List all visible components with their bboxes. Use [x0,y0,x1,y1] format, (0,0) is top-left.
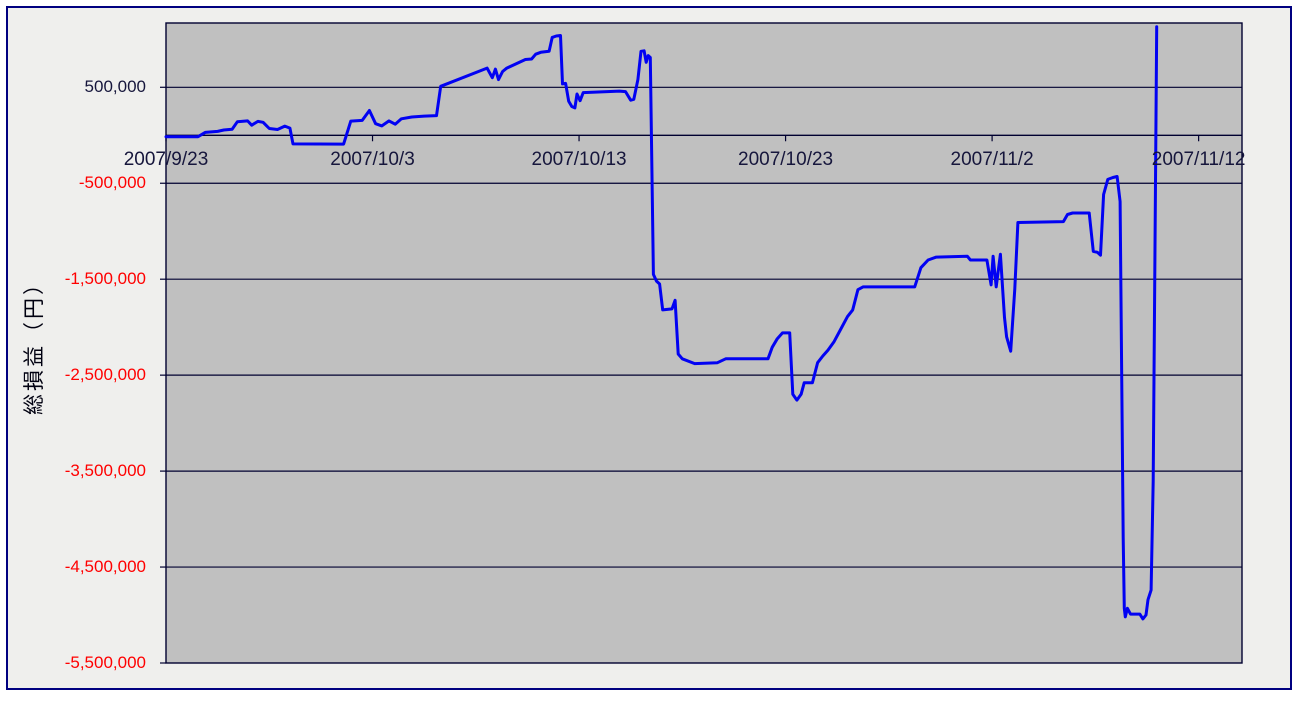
y-tick-label: -2,500,000 [64,365,146,385]
x-tick-label: 2007/11/2 [950,149,1034,170]
y-axis-title: 総損益（円） [23,271,46,415]
x-tick-label: 2007/9/23 [123,149,209,170]
plot-border [165,22,1243,664]
y-tick-label: 500,000 [84,77,146,97]
y-tick-label: -4,500,000 [64,557,146,577]
x-tick-label: 2007/10/3 [330,149,415,170]
x-tick-label: 2007/10/23 [738,149,834,170]
y-tick-label: -1,500,000 [64,269,146,289]
y-tick-label: -5,500,000 [64,653,146,672]
x-tick-label: 2007/10/13 [531,149,627,170]
y-tick-label: -500,000 [78,173,146,193]
x-tick-label: 2007/11/12 [1151,149,1246,170]
plot-area [166,23,1242,663]
series-line-total-profit [164,25,1159,621]
y-tick-label: -3,500,000 [64,461,146,481]
